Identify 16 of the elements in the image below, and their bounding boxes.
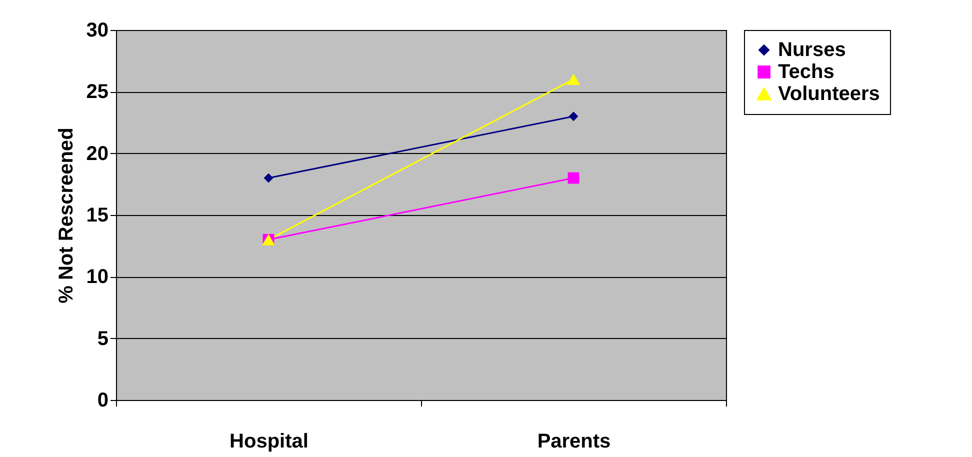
point bbox=[264, 173, 274, 183]
x-tick-label: Parents bbox=[537, 430, 611, 452]
y-tick-label: 0 bbox=[97, 390, 108, 412]
legend-label: Volunteers bbox=[778, 83, 880, 105]
y-axis-title: % Not Rescreened bbox=[55, 128, 78, 304]
legend-label: Techs bbox=[778, 61, 834, 83]
legend-label: Nurses bbox=[778, 39, 846, 61]
y-tick-label: 15 bbox=[86, 204, 108, 226]
point bbox=[568, 112, 578, 122]
y-tick-label: 5 bbox=[97, 328, 108, 350]
y-tick-label: 30 bbox=[86, 20, 108, 42]
y-tick-label: 10 bbox=[86, 266, 108, 288]
y-tick-label: 25 bbox=[86, 81, 108, 104]
x-tick-label: Hospital bbox=[230, 430, 308, 452]
y-tick-label: 20 bbox=[86, 142, 108, 165]
point bbox=[568, 172, 580, 184]
